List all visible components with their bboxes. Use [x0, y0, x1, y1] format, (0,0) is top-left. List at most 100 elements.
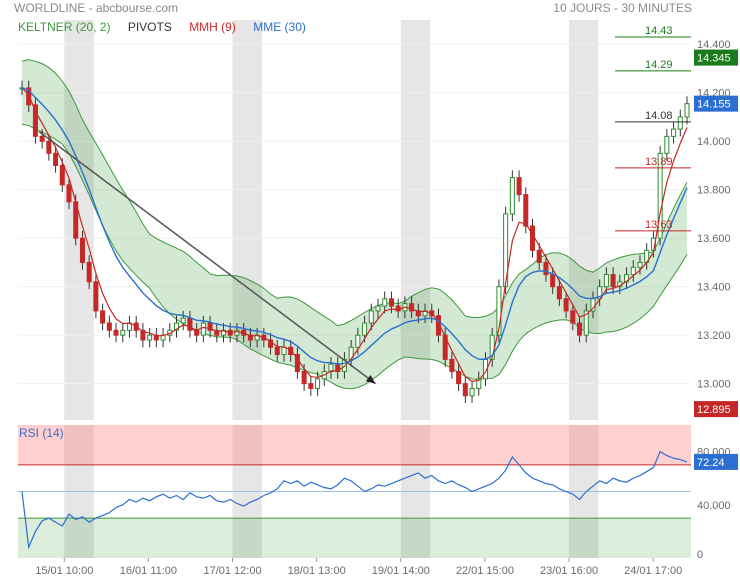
- candle-body: [583, 310, 589, 336]
- grid-lines: [18, 43, 691, 385]
- candle-body: [120, 329, 126, 336]
- candle-body: [294, 354, 300, 373]
- candle-body: [677, 116, 683, 130]
- candle-body: [469, 387, 475, 397]
- day-shade: [400, 20, 431, 420]
- x-tick-label: 17/01 12:00: [203, 565, 261, 577]
- candle-body: [529, 225, 536, 251]
- candle-body: [375, 305, 381, 312]
- time-x-axis: 15/01 10:00 16/01 11:00 17/01 12:00 18/01 1…: [35, 558, 682, 577]
- x-tick-label: 16/01 11:00: [120, 565, 177, 577]
- rsi-overbought-zone: [18, 425, 691, 465]
- candle-body: [563, 298, 569, 312]
- y-tick-label: 14.000: [697, 136, 731, 148]
- candle-body: [39, 135, 45, 142]
- candle-body: [536, 249, 542, 263]
- pivot-label: 13.63: [645, 219, 673, 231]
- candle-body: [637, 261, 643, 268]
- candle-body: [234, 329, 240, 336]
- y-tick-label: 14.400: [697, 39, 731, 51]
- legend-keltner: KELTNER (20, 2): [18, 20, 111, 34]
- candle-body: [577, 322, 583, 336]
- candle-body: [610, 274, 616, 288]
- candle-body: [140, 329, 146, 341]
- candle-body: [543, 261, 549, 276]
- candle-body: [214, 329, 220, 336]
- candle-body: [301, 371, 307, 385]
- legend-pivots: PIVOTS: [127, 20, 172, 34]
- candle-body: [200, 322, 206, 336]
- day-shade: [64, 20, 94, 420]
- chart-title: WORLDLINE - abcbourse.com: [14, 1, 179, 15]
- candle-body: [247, 334, 253, 341]
- mme-path: [21, 87, 688, 365]
- candle-body: [100, 310, 106, 324]
- rsi-current-box: [694, 453, 738, 470]
- keltner-upper: [21, 59, 688, 327]
- candle-body: [388, 298, 394, 307]
- price-y-axis: 13.00013.20013.40013.60013.80014.00014.2…: [697, 39, 731, 390]
- day-shade: [232, 20, 262, 420]
- price-tag-label: 12.895: [697, 404, 731, 416]
- candle-body: [180, 317, 186, 324]
- pivot-lines: 14.43 14.29 14.08 13.89 13.63: [615, 25, 691, 232]
- candle-body: [207, 322, 213, 331]
- y-tick-label: 13.000: [697, 379, 731, 391]
- mmh-line: [21, 87, 688, 383]
- candle-body: [59, 164, 65, 186]
- y-tick-label: 13.800: [697, 185, 731, 197]
- candle-body: [449, 358, 455, 373]
- candle-body: [476, 378, 482, 389]
- candle-body: [664, 135, 670, 154]
- price-tag-label: 14.155: [697, 99, 731, 111]
- candle-body: [516, 177, 522, 196]
- candle-body: [274, 346, 280, 356]
- candle-body: [86, 261, 92, 283]
- x-tick-label: 22/01 15:00: [456, 565, 514, 577]
- candle-body: [147, 334, 153, 341]
- mmh-path: [21, 87, 688, 383]
- candle-body: [113, 329, 119, 336]
- candle-body: [570, 310, 576, 324]
- candle-body: [194, 329, 200, 336]
- candle-body: [442, 334, 448, 360]
- candle-body: [630, 266, 636, 276]
- candle-body: [281, 346, 287, 356]
- y-tick-label: 13.600: [697, 233, 731, 245]
- trend-arrow-line: [38, 130, 376, 385]
- trend-arrow: [38, 130, 376, 385]
- candle-body: [355, 334, 361, 348]
- x-tick-label: 23/01 16:00: [540, 565, 598, 577]
- price-tags: 14.345 14.155 12.895: [694, 49, 738, 418]
- candle-body: [462, 383, 468, 397]
- candle-body: [79, 237, 85, 263]
- rsi-oversold-zone: [18, 518, 691, 558]
- y-tick-label: 13.200: [697, 330, 731, 342]
- candle-body: [456, 371, 462, 385]
- indicator-legend: KELTNER (20, 2) PIVOTS MMH (9) MME (30): [18, 20, 320, 34]
- candle-body: [315, 378, 321, 389]
- y-tick-label: 13.400: [697, 282, 731, 294]
- price-tag-box: [694, 95, 738, 112]
- candle-body: [53, 152, 59, 166]
- pivot-label: 13.89: [645, 156, 673, 168]
- rsi-tick-label: 0: [697, 549, 703, 561]
- x-tick-label: 15/01 10:00: [35, 565, 93, 577]
- candle-body: [509, 177, 515, 215]
- x-tick-label: 19/01 14:00: [372, 565, 430, 577]
- candle-body: [66, 184, 72, 203]
- candle-body: [106, 322, 112, 331]
- candle-body: [382, 298, 388, 307]
- price-tag-label: 14.345: [697, 53, 731, 65]
- candle-body: [187, 317, 193, 331]
- candle-body: [173, 322, 180, 331]
- price-tag-box: [694, 401, 738, 418]
- candle-body: [328, 363, 334, 373]
- candle-body: [26, 87, 32, 106]
- pivot-label: 14.08: [645, 110, 673, 122]
- candle-body: [32, 104, 38, 137]
- rsi-line: [21, 450, 688, 550]
- price-tag-box: [694, 49, 738, 66]
- pivot-label: 14.29: [645, 59, 673, 71]
